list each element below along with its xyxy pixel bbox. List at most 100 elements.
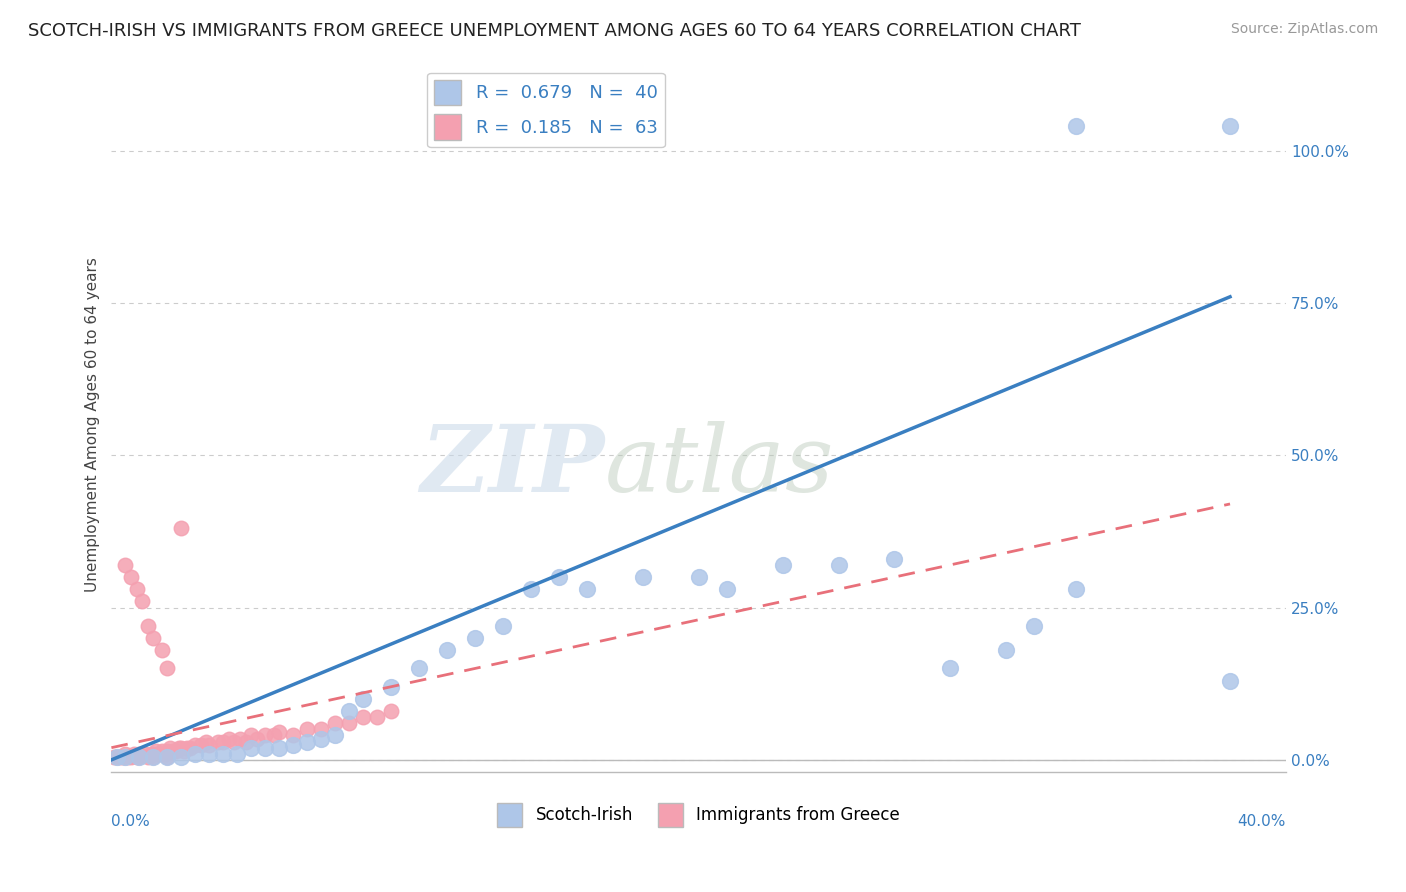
Point — [309, 723, 332, 737]
Point — [128, 747, 150, 761]
Point — [218, 731, 240, 746]
Point — [224, 734, 246, 748]
Point — [120, 749, 142, 764]
Point — [114, 749, 136, 764]
Point — [198, 747, 221, 761]
Y-axis label: Unemployment Among Ages 60 to 64 years: Unemployment Among Ages 60 to 64 years — [86, 257, 100, 592]
Point — [380, 680, 402, 694]
Point — [142, 747, 165, 761]
Point — [184, 738, 207, 752]
Point — [128, 749, 150, 764]
Point — [195, 734, 218, 748]
Point — [131, 594, 153, 608]
Point — [134, 747, 156, 761]
Point — [772, 558, 794, 572]
Point — [226, 747, 249, 761]
Point — [114, 747, 136, 761]
Point — [631, 570, 654, 584]
Point — [1064, 119, 1087, 133]
Point — [212, 747, 235, 761]
Point — [142, 749, 165, 764]
Point — [254, 740, 277, 755]
Point — [716, 582, 738, 597]
Point — [254, 729, 277, 743]
Point — [939, 661, 962, 675]
Point — [122, 747, 145, 761]
Point — [114, 558, 136, 572]
Point — [207, 734, 229, 748]
Text: 0.0%: 0.0% — [111, 814, 150, 829]
Point — [246, 731, 269, 746]
Point — [352, 710, 374, 724]
Point — [235, 734, 257, 748]
Point — [105, 749, 128, 764]
Point — [688, 570, 710, 584]
Text: atlas: atlas — [605, 421, 834, 511]
Point — [323, 716, 346, 731]
Point — [380, 704, 402, 718]
Point — [366, 710, 388, 724]
Point — [156, 749, 179, 764]
Point — [167, 740, 190, 755]
Point — [995, 643, 1018, 657]
Point — [240, 729, 263, 743]
Point — [1024, 619, 1046, 633]
Legend: Scotch-Irish, Immigrants from Greece: Scotch-Irish, Immigrants from Greece — [491, 797, 907, 833]
Point — [156, 661, 179, 675]
Point — [240, 740, 263, 755]
Text: Source: ZipAtlas.com: Source: ZipAtlas.com — [1230, 22, 1378, 37]
Point — [150, 744, 173, 758]
Point — [117, 749, 139, 764]
Point — [139, 747, 162, 761]
Point — [184, 747, 207, 761]
Point — [323, 729, 346, 743]
Point — [547, 570, 569, 584]
Point — [142, 749, 165, 764]
Point — [198, 738, 221, 752]
Point — [170, 749, 193, 764]
Point — [575, 582, 598, 597]
Point — [128, 749, 150, 764]
Point — [165, 744, 187, 758]
Point — [114, 749, 136, 764]
Text: SCOTCH-IRISH VS IMMIGRANTS FROM GREECE UNEMPLOYMENT AMONG AGES 60 TO 64 YEARS CO: SCOTCH-IRISH VS IMMIGRANTS FROM GREECE U… — [28, 22, 1081, 40]
Text: 40.0%: 40.0% — [1237, 814, 1286, 829]
Point — [136, 619, 159, 633]
Point — [295, 734, 318, 748]
Point — [156, 744, 179, 758]
Point — [883, 551, 905, 566]
Point — [309, 731, 332, 746]
Point — [173, 744, 195, 758]
Point — [520, 582, 543, 597]
Point — [263, 729, 285, 743]
Point — [492, 619, 515, 633]
Point — [162, 744, 184, 758]
Point — [136, 749, 159, 764]
Point — [125, 582, 148, 597]
Point — [295, 723, 318, 737]
Point — [153, 747, 176, 761]
Point — [229, 731, 252, 746]
Point — [827, 558, 849, 572]
Point — [148, 747, 170, 761]
Point — [408, 661, 430, 675]
Point — [283, 729, 305, 743]
Point — [1219, 119, 1241, 133]
Point — [464, 631, 486, 645]
Point — [337, 704, 360, 718]
Point — [337, 716, 360, 731]
Point — [269, 740, 291, 755]
Point — [120, 570, 142, 584]
Point — [150, 643, 173, 657]
Point — [170, 521, 193, 535]
Point — [190, 738, 212, 752]
Point — [212, 734, 235, 748]
Point — [176, 740, 198, 755]
Point — [125, 749, 148, 764]
Point — [170, 740, 193, 755]
Point — [283, 738, 305, 752]
Point — [105, 749, 128, 764]
Point — [1064, 582, 1087, 597]
Point — [156, 749, 179, 764]
Point — [145, 744, 167, 758]
